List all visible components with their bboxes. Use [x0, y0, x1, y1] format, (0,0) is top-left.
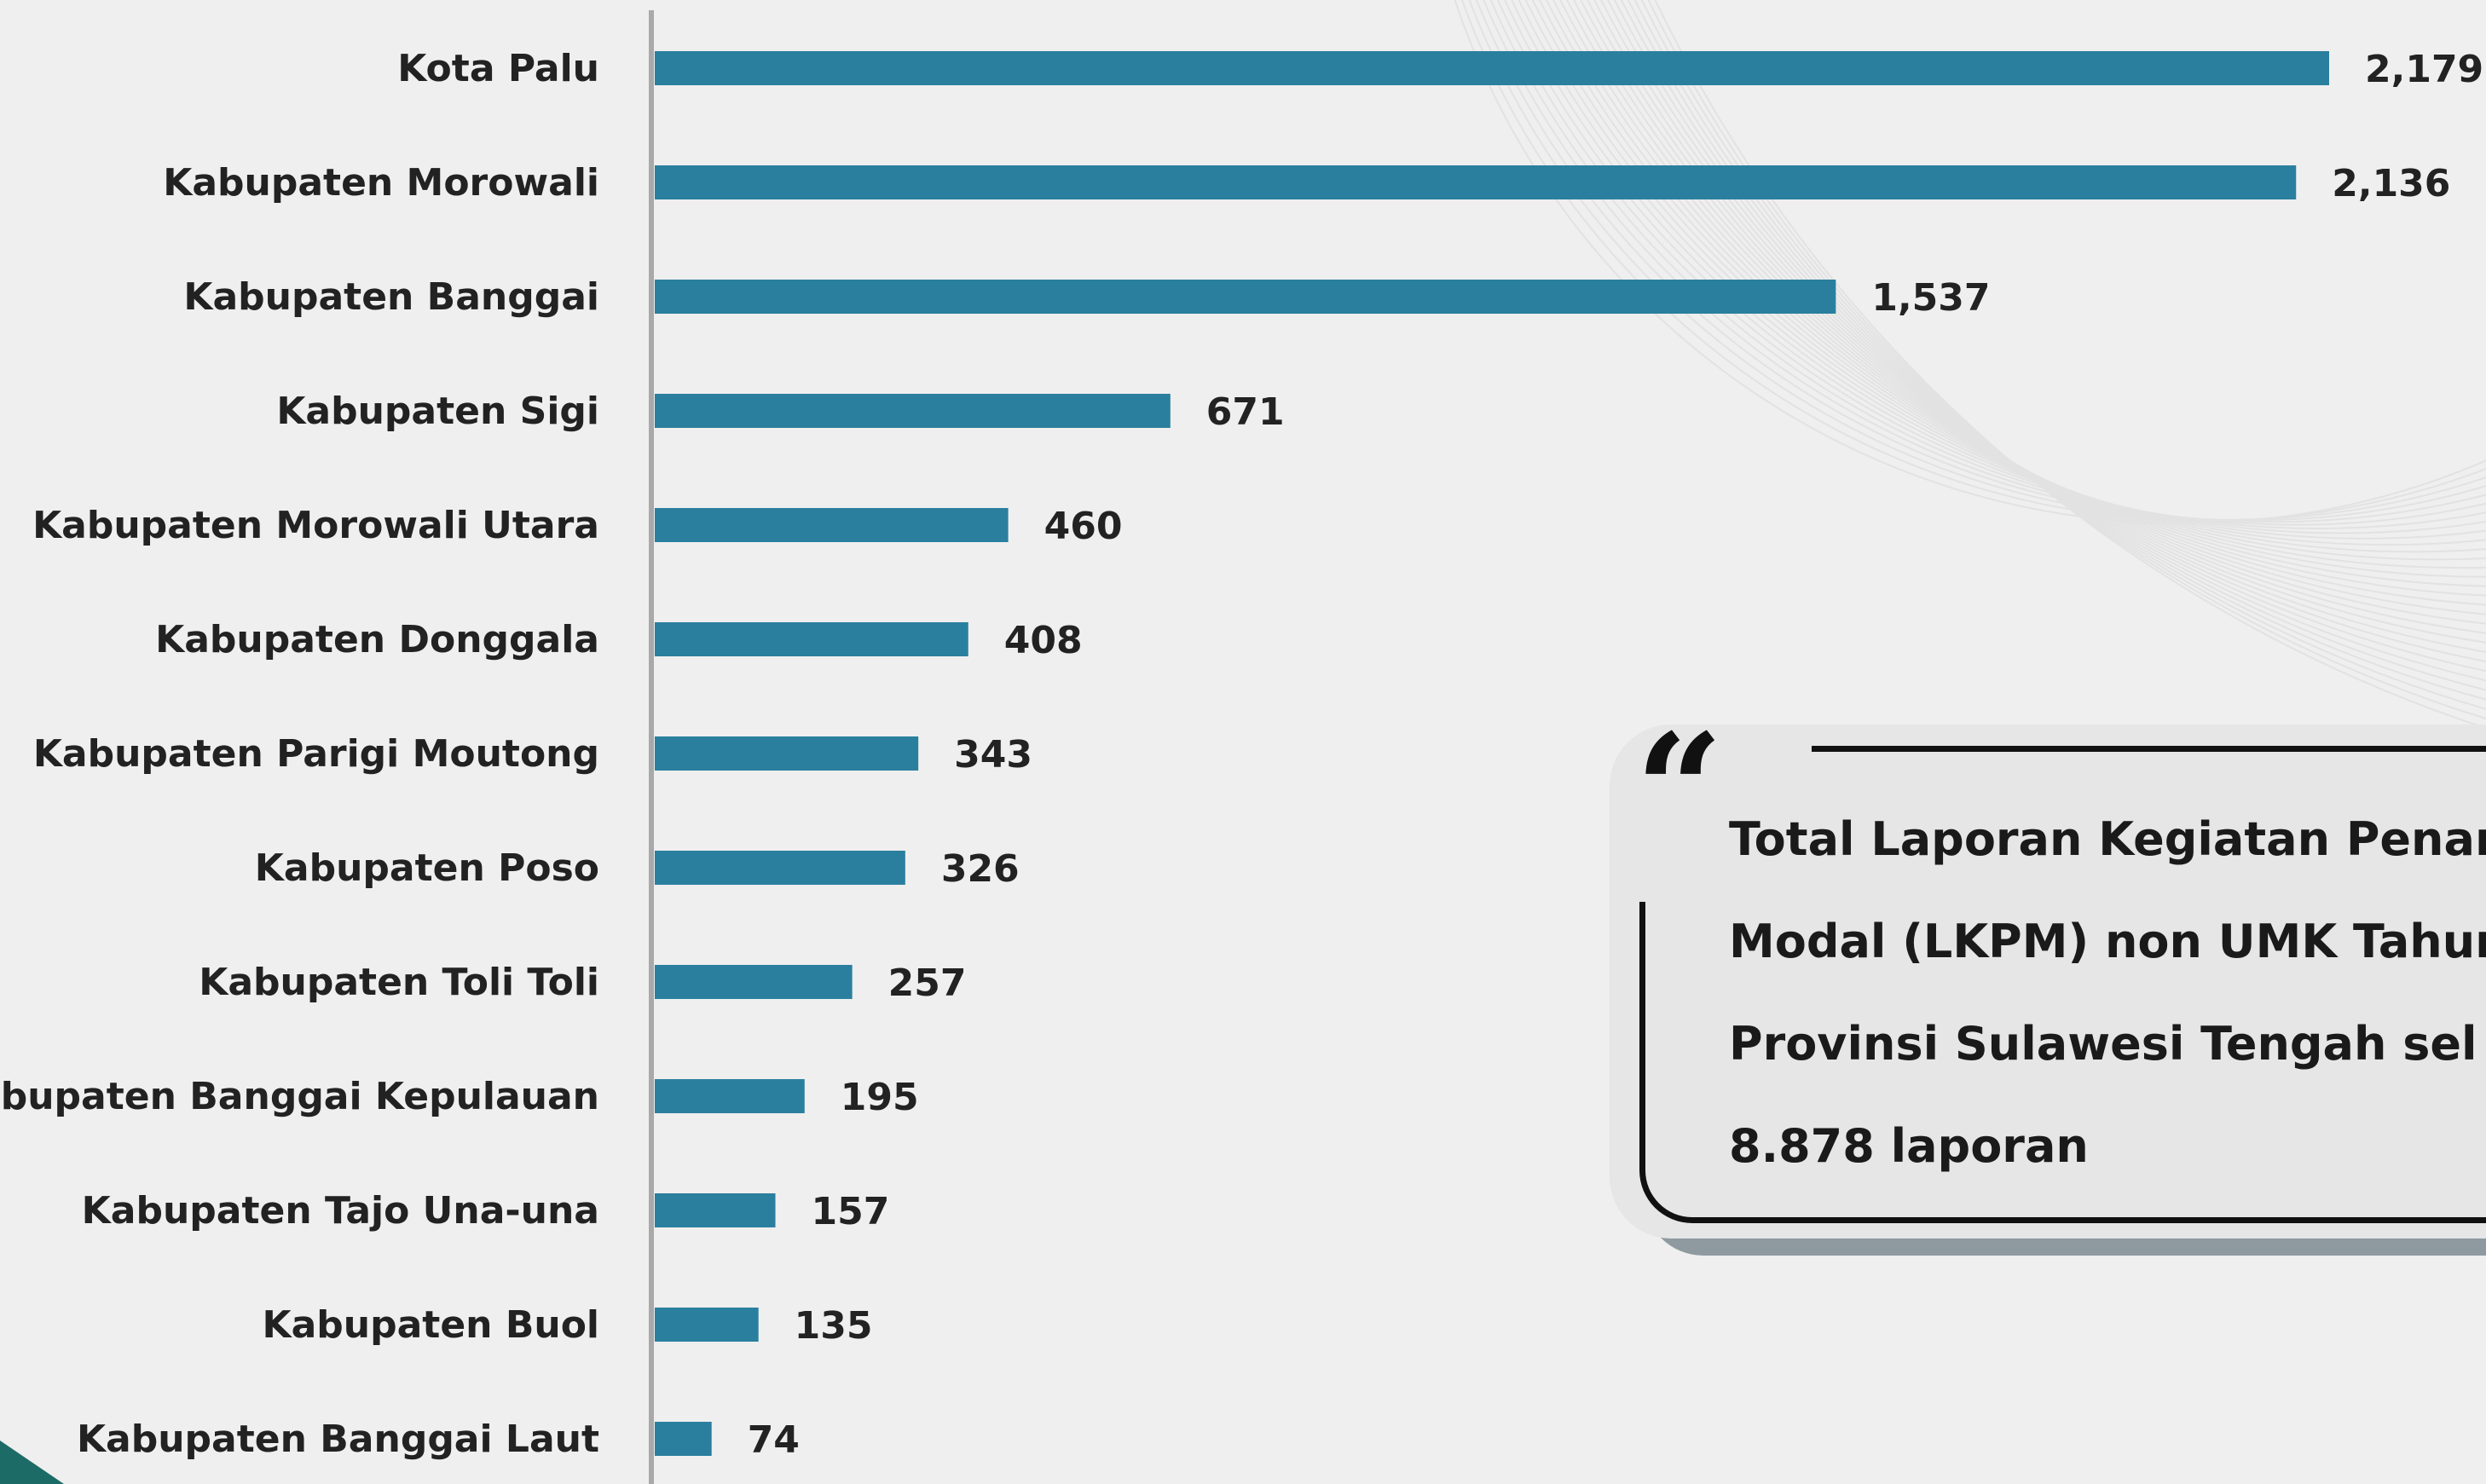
callout-line-3: Provinsi Sulawesi Tengah sel — [1729, 993, 2486, 1095]
callout-top-line — [1812, 746, 2486, 752]
bar — [655, 394, 1171, 428]
category-label: Kabupaten Donggala — [155, 618, 599, 661]
bar — [655, 1422, 712, 1456]
data-label: 157 — [812, 1190, 890, 1233]
bar — [655, 1193, 776, 1227]
data-label: 408 — [1004, 619, 1083, 662]
category-label: Kabupaten Parigi Moutong — [33, 732, 599, 776]
category-label: Kabupaten Poso — [255, 846, 599, 890]
bar — [655, 965, 853, 999]
category-label: Kabupaten Banggai — [183, 275, 599, 319]
corner-accent — [0, 1441, 64, 1484]
bar — [655, 622, 968, 656]
bar — [655, 508, 1009, 542]
callout-text: Total Laporan Kegiatan Penanc Modal (LKP… — [1729, 788, 2486, 1198]
category-label: Kabupaten Morowali Utara — [32, 504, 599, 547]
category-label: Kabupaten Sigi — [276, 390, 599, 433]
category-label: Kabupaten Banggai Kepulauan — [0, 1075, 599, 1118]
bar — [655, 165, 2296, 199]
category-label: Kabupaten Morowali — [163, 161, 599, 205]
data-label: 74 — [748, 1418, 800, 1462]
bar — [655, 851, 905, 885]
data-label: 671 — [1206, 390, 1285, 434]
category-label: Kabupaten Banggai Laut — [77, 1418, 599, 1461]
data-label: 460 — [1044, 505, 1123, 548]
callout-line-2: Modal (LKPM) non UMK Tahun — [1729, 891, 2486, 993]
data-label: 1,537 — [1871, 276, 1990, 320]
data-label: 135 — [795, 1304, 873, 1348]
data-label: 257 — [888, 961, 967, 1005]
category-label: Kota Palu — [397, 47, 599, 90]
category-label: Kabupaten Buol — [263, 1303, 599, 1347]
data-label: 343 — [954, 733, 1032, 777]
category-label: Kabupaten Toli Toli — [199, 961, 599, 1004]
bar — [655, 736, 918, 771]
bar — [655, 280, 1836, 314]
callout-line-1: Total Laporan Kegiatan Penanc — [1729, 788, 2486, 891]
data-label: 2,179 — [2365, 48, 2483, 91]
quote-icon: “ — [1635, 714, 1724, 868]
callout-line-4: 8.878 laporan — [1729, 1095, 2486, 1198]
data-label: 326 — [941, 847, 1020, 891]
bar — [655, 1079, 805, 1113]
category-label: Kabupaten Tajo Una-una — [82, 1189, 599, 1233]
bar — [655, 51, 2329, 85]
bar — [655, 1308, 759, 1342]
data-label: 2,136 — [2332, 162, 2450, 205]
data-label: 195 — [841, 1076, 919, 1119]
